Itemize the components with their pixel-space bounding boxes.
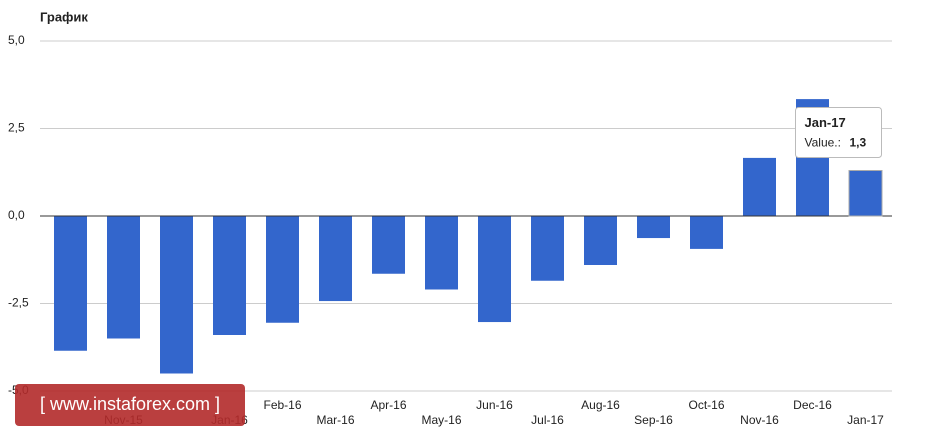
bar — [107, 216, 140, 339]
tooltip-box — [795, 107, 882, 158]
bar — [54, 216, 87, 351]
y-tick-label: 2,5 — [8, 121, 25, 135]
bar — [266, 216, 299, 323]
bar — [372, 216, 405, 274]
y-tick-label: 0,0 — [8, 208, 25, 222]
bar — [160, 216, 193, 374]
x-tick-label: Jul-16 — [531, 413, 564, 427]
x-tick-label: Feb-16 — [263, 398, 301, 412]
x-tick-label: Jan-17 — [847, 413, 884, 427]
x-tick-label: Dec-16 — [793, 398, 832, 412]
bar — [213, 216, 246, 335]
watermark-text: [ www.instaforex.com ] — [40, 394, 220, 414]
x-tick-label: Aug-16 — [581, 398, 620, 412]
y-tick-label: 5,0 — [8, 33, 25, 47]
bar — [849, 170, 882, 216]
x-tick-label: Sep-16 — [634, 413, 673, 427]
bar — [319, 216, 352, 302]
x-tick-label: Oct-16 — [688, 398, 724, 412]
bar — [425, 216, 458, 290]
x-tick-label: Jun-16 — [476, 398, 513, 412]
tooltip-title: Jan-17 — [805, 115, 846, 130]
tooltip: Jan-17 Value.: 1,3 — [795, 107, 882, 158]
tooltip-label: Value.: — [805, 136, 841, 150]
y-tick-label: -2,5 — [8, 296, 29, 310]
bar — [637, 216, 670, 239]
bar — [584, 216, 617, 265]
bar — [531, 216, 564, 281]
watermark: [ www.instaforex.com ] — [15, 384, 245, 426]
chart-title: График — [40, 9, 88, 24]
x-tick-label: Apr-16 — [370, 398, 406, 412]
bar — [478, 216, 511, 323]
x-tick-label: Mar-16 — [316, 413, 354, 427]
x-tick-label: May-16 — [421, 413, 461, 427]
value-label: 1,3 — [850, 136, 867, 150]
bar — [690, 216, 723, 249]
bar — [743, 157, 776, 216]
bar-highlight — [848, 170, 883, 217]
x-tick-label: Nov-16 — [740, 413, 779, 427]
watermark-box — [15, 384, 245, 426]
